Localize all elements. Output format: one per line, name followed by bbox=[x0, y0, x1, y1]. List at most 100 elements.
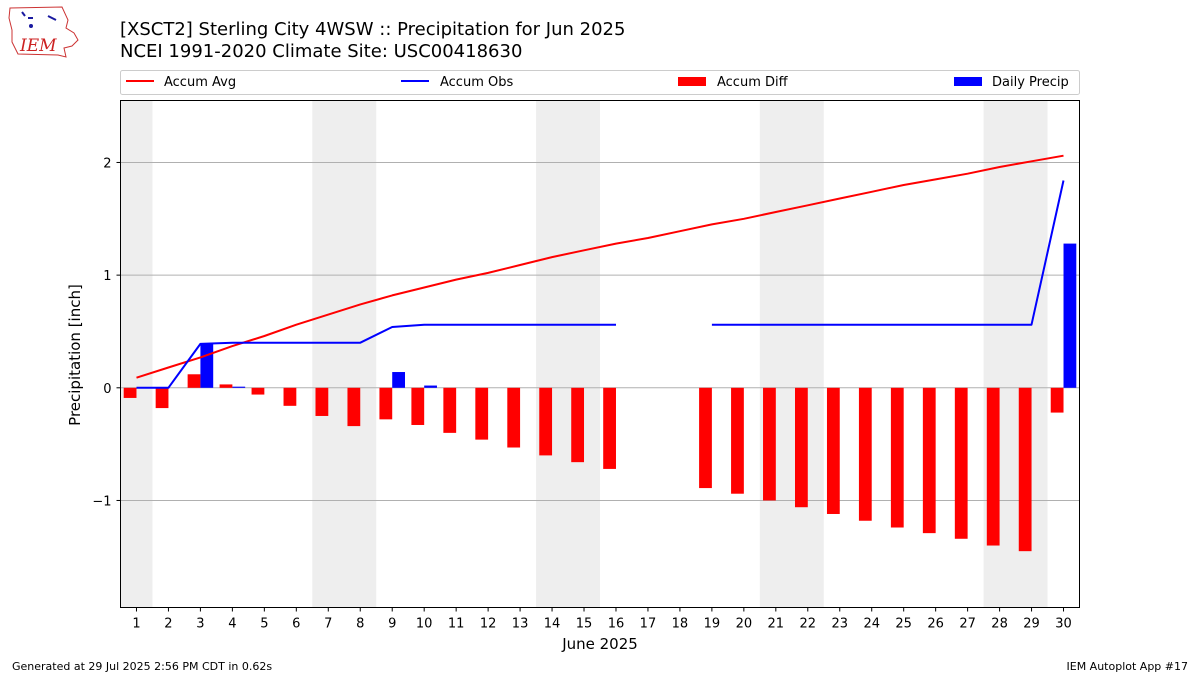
chart-title: [XSCT2] Sterling City 4WSW :: Precipitat… bbox=[120, 19, 625, 40]
y-axis-ticks: −1 0 1 2 bbox=[92, 156, 121, 509]
accum-diff-bar bbox=[123, 387, 137, 398]
x-tick-label: 19 bbox=[704, 617, 721, 632]
legend-daily-precip-swatch bbox=[954, 77, 982, 86]
daily-precip-bar bbox=[424, 385, 437, 388]
y-tick-label: 0 bbox=[103, 382, 111, 397]
plot-frame bbox=[120, 100, 1080, 608]
x-axis-ticks: 1 2 3 4 5 6 7 8 9 10 11 12 13 14 15 16 17 18 19 20 21 22 23 24 2… bbox=[132, 607, 1072, 632]
iem-logo: IEM bbox=[8, 6, 79, 58]
weekend-band bbox=[120, 100, 153, 608]
legend-daily-precip-label: Daily Precip bbox=[992, 75, 1069, 90]
x-tick-label: 17 bbox=[640, 617, 657, 632]
legend-accum-avg-label: Accum Avg bbox=[164, 75, 236, 90]
weekend-band bbox=[759, 100, 824, 608]
gridlines bbox=[120, 161, 1080, 501]
x-axis-label: June 2025 bbox=[561, 635, 638, 653]
x-tick-label: 16 bbox=[608, 617, 625, 632]
accum-diff-bar bbox=[347, 387, 361, 427]
accum-diff-bar bbox=[986, 387, 1000, 546]
accum-diff-bar bbox=[571, 387, 585, 463]
accum-diff-bar bbox=[858, 387, 872, 521]
accum-diff-bar bbox=[411, 387, 425, 425]
accum-diff-bar bbox=[155, 387, 169, 409]
accum-diff-bar bbox=[603, 387, 616, 469]
x-tick-label: 24 bbox=[863, 617, 880, 632]
x-tick-label: 6 bbox=[292, 617, 300, 632]
x-tick-label: 7 bbox=[324, 617, 332, 632]
daily-precip-bar bbox=[200, 343, 214, 388]
accum-diff-bar bbox=[922, 387, 936, 534]
legend-box bbox=[120, 70, 1080, 95]
legend: Accum Avg Accum Obs Accum Diff Daily Pre… bbox=[120, 70, 1080, 95]
footer-generated-text: Generated at 29 Jul 2025 2:56 PM CDT in … bbox=[12, 660, 272, 673]
x-tick-label: 12 bbox=[480, 617, 497, 632]
x-tick-label: 23 bbox=[831, 617, 848, 632]
accum-diff-bar bbox=[251, 387, 265, 395]
legend-accum-diff-swatch bbox=[678, 77, 706, 86]
x-tick-label: 25 bbox=[895, 617, 912, 632]
iowa-outline-icon bbox=[8, 6, 79, 58]
accum-obs-line bbox=[136, 180, 1065, 389]
bar-series bbox=[123, 243, 1077, 552]
accum-diff-bar bbox=[794, 387, 808, 508]
weekend-band bbox=[536, 100, 600, 608]
x-tick-label: 29 bbox=[1023, 617, 1040, 632]
x-tick-label: 14 bbox=[544, 617, 561, 632]
x-tick-label: 28 bbox=[991, 617, 1008, 632]
x-tick-label: 18 bbox=[672, 617, 689, 632]
line-series bbox=[136, 154, 1065, 389]
accum-diff-bar bbox=[1050, 387, 1064, 413]
x-tick-label: 22 bbox=[800, 617, 817, 632]
x-tick-label: 3 bbox=[196, 617, 204, 632]
station-dot-icon bbox=[29, 24, 33, 28]
weekend-bands bbox=[120, 100, 1048, 608]
accum-diff-bar bbox=[826, 387, 840, 514]
accum-diff-bar bbox=[315, 387, 329, 416]
accum-diff-bar bbox=[699, 387, 712, 489]
x-tick-label: 20 bbox=[736, 617, 753, 632]
accum-diff-bar bbox=[507, 387, 521, 448]
x-tick-label: 13 bbox=[512, 617, 529, 632]
accum-diff-bar bbox=[731, 387, 744, 494]
chart-subtitle: NCEI 1991-2020 Climate Site: USC00418630 bbox=[120, 41, 522, 62]
accum-diff-bar bbox=[219, 384, 233, 388]
y-axis-label: Precipitation [inch] bbox=[66, 284, 84, 426]
accum-diff-bar bbox=[1018, 387, 1032, 552]
accum-diff-bar bbox=[379, 387, 393, 420]
x-tick-label: 30 bbox=[1055, 617, 1072, 632]
x-tick-label: 2 bbox=[164, 617, 172, 632]
x-tick-label: 11 bbox=[448, 617, 465, 632]
footer-app-text: IEM Autoplot App #17 bbox=[1067, 660, 1189, 673]
accum-diff-bar bbox=[283, 387, 297, 406]
x-tick-label: 26 bbox=[927, 617, 944, 632]
y-tick-label: 2 bbox=[103, 156, 111, 171]
x-tick-label: 8 bbox=[356, 617, 364, 632]
accum-diff-bar bbox=[539, 387, 553, 456]
x-tick-label: 21 bbox=[768, 617, 785, 632]
accum-diff-bar bbox=[475, 387, 489, 440]
x-tick-label: 4 bbox=[228, 617, 236, 632]
daily-precip-bar bbox=[1063, 243, 1077, 388]
accum-diff-bar bbox=[954, 387, 968, 539]
y-tick-label: −1 bbox=[92, 494, 111, 509]
logo-text: IEM bbox=[19, 36, 57, 56]
daily-precip-bar bbox=[392, 372, 406, 388]
weather-symbols-icon bbox=[21, 11, 57, 21]
legend-accum-obs-label: Accum Obs bbox=[440, 75, 513, 90]
accum-diff-bar bbox=[443, 387, 457, 433]
y-tick-label: 1 bbox=[103, 269, 111, 284]
x-tick-label: 15 bbox=[576, 617, 593, 632]
accum-diff-bar bbox=[763, 387, 776, 501]
accum-avg-line bbox=[136, 154, 1064, 379]
accum-diff-bar bbox=[187, 374, 201, 388]
x-tick-label: 1 bbox=[132, 617, 140, 632]
x-tick-label: 27 bbox=[959, 617, 976, 632]
x-tick-label: 10 bbox=[416, 617, 433, 632]
accum-diff-bar bbox=[890, 387, 904, 528]
daily-precip-bar bbox=[232, 386, 246, 388]
legend-accum-diff-label: Accum Diff bbox=[717, 75, 789, 90]
x-tick-label: 9 bbox=[388, 617, 396, 632]
weekend-band bbox=[312, 100, 377, 608]
x-tick-label: 5 bbox=[260, 617, 268, 632]
